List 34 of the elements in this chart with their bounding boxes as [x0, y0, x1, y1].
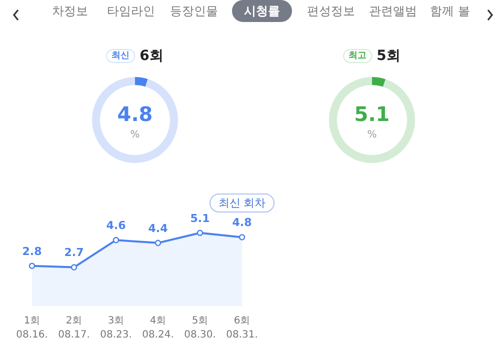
- point: [196, 230, 204, 236]
- chart-title: 6회: [140, 48, 164, 64]
- point: [70, 264, 78, 270]
- x-tick-label: 1회 08.16.: [16, 316, 48, 340]
- point: [154, 240, 162, 246]
- x-tick-label: 2회 08.17.: [58, 316, 90, 340]
- chart-subtitle: 최신: [112, 51, 130, 61]
- data-label: 4.8: [232, 216, 252, 230]
- text: 시청률: [232, 0, 292, 22]
- point: [28, 262, 36, 269]
- chart-title: 5회: [376, 48, 400, 64]
- data-label: 2.7: [64, 246, 84, 260]
- text: 편성정보: [306, 3, 356, 20]
- text: %: [130, 130, 140, 140]
- text: 함께 볼: [429, 3, 471, 20]
- x-tick-label: 3회 08.23.: [100, 316, 132, 340]
- text: 타임라인: [106, 3, 156, 20]
- data-label: 5.1: [190, 212, 210, 225]
- point: [238, 234, 246, 240]
- text: 관련앨범: [368, 3, 418, 20]
- data-label: 2.8: [22, 244, 42, 258]
- text: %: [367, 130, 377, 140]
- text: 등장인물: [169, 3, 219, 20]
- data-label: 4.6: [106, 218, 126, 232]
- text: 최신 회차: [218, 196, 266, 210]
- chart-subtitle: 최고: [348, 51, 367, 61]
- data-label: 4.8: [117, 102, 153, 126]
- data-label: 4.4: [148, 222, 168, 235]
- x-tick-label: 5회 08.30.: [184, 316, 216, 340]
- point: [112, 236, 120, 244]
- x-tick-label: 4회 08.24.: [142, 316, 174, 340]
- text: 차정보: [51, 3, 89, 20]
- x-tick-label: 6회 08.31.: [226, 316, 258, 340]
- data-label: 5.1: [354, 102, 390, 126]
